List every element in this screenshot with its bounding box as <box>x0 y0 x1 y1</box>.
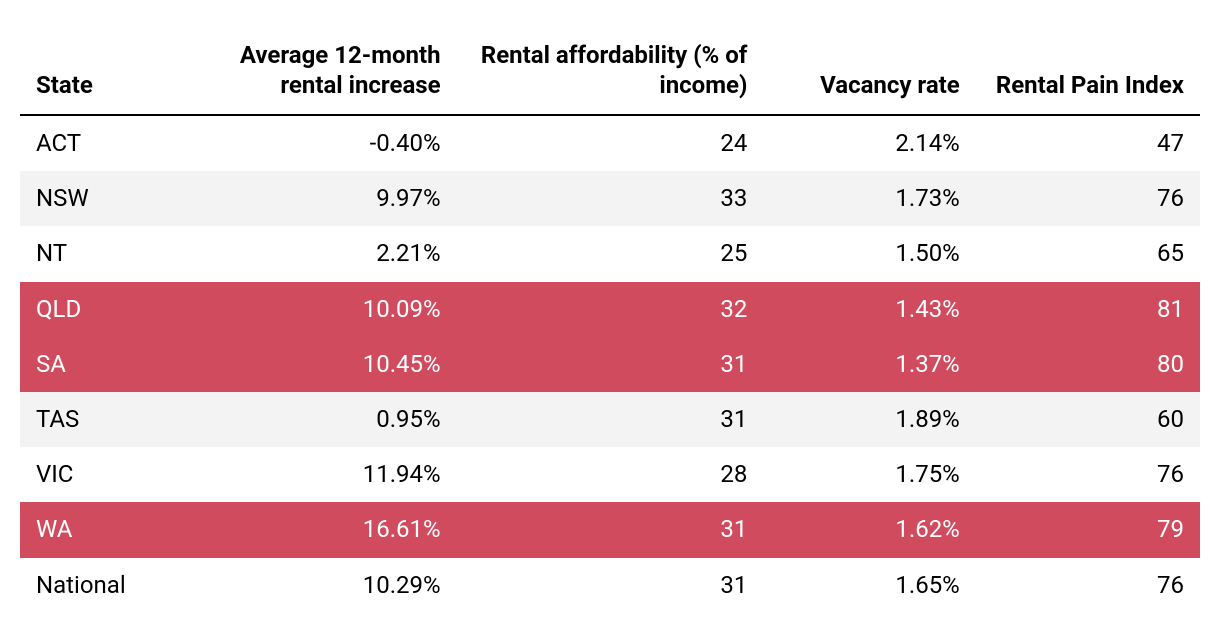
cell: 60 <box>976 392 1200 447</box>
cell: 1.75% <box>763 447 975 502</box>
cell: 32 <box>457 282 764 337</box>
col-header-vacancy: Vacancy rate <box>763 30 975 115</box>
cell: 76 <box>976 447 1200 502</box>
cell: 1.89% <box>763 392 975 447</box>
table-row: NT2.21%251.50%65 <box>20 226 1200 281</box>
cell: 1.43% <box>763 282 975 337</box>
cell: TAS <box>20 392 185 447</box>
cell: ACT <box>20 115 185 171</box>
cell: WA <box>20 502 185 557</box>
cell: NSW <box>20 171 185 226</box>
cell: 1.62% <box>763 502 975 557</box>
table-row: NSW9.97%331.73%76 <box>20 171 1200 226</box>
table-row: WA16.61%311.62%79 <box>20 502 1200 557</box>
cell: QLD <box>20 282 185 337</box>
cell: 9.97% <box>185 171 456 226</box>
cell: NT <box>20 226 185 281</box>
cell: 33 <box>457 171 764 226</box>
cell: 31 <box>457 392 764 447</box>
cell: 16.61% <box>185 502 456 557</box>
cell: 81 <box>976 282 1200 337</box>
cell: 31 <box>457 558 764 613</box>
cell: 25 <box>457 226 764 281</box>
table-row: QLD10.09%321.43%81 <box>20 282 1200 337</box>
col-header-state: State <box>20 30 185 115</box>
cell: 1.50% <box>763 226 975 281</box>
table-row: SA10.45%311.37%80 <box>20 337 1200 392</box>
cell: 1.65% <box>763 558 975 613</box>
cell: 10.45% <box>185 337 456 392</box>
cell: 76 <box>976 558 1200 613</box>
cell: 0.95% <box>185 392 456 447</box>
cell: 24 <box>457 115 764 171</box>
cell: 1.37% <box>763 337 975 392</box>
cell: National <box>20 558 185 613</box>
col-header-avg-increase: Average 12-month rental increase <box>185 30 456 115</box>
col-header-pain-index: Rental Pain Index <box>976 30 1200 115</box>
table-header-row: State Average 12-month rental increase R… <box>20 30 1200 115</box>
cell: 47 <box>976 115 1200 171</box>
cell: 79 <box>976 502 1200 557</box>
table-row: ACT-0.40%242.14%47 <box>20 115 1200 171</box>
rental-pain-table: State Average 12-month rental increase R… <box>20 30 1200 613</box>
cell: 76 <box>976 171 1200 226</box>
cell: 2.14% <box>763 115 975 171</box>
table-body: ACT-0.40%242.14%47NSW9.97%331.73%76NT2.2… <box>20 115 1200 613</box>
cell: 10.29% <box>185 558 456 613</box>
cell: 31 <box>457 502 764 557</box>
cell: 11.94% <box>185 447 456 502</box>
cell: 10.09% <box>185 282 456 337</box>
col-header-affordability: Rental affordability (% of income) <box>457 30 764 115</box>
cell: SA <box>20 337 185 392</box>
cell: 80 <box>976 337 1200 392</box>
cell: 2.21% <box>185 226 456 281</box>
cell: 28 <box>457 447 764 502</box>
cell: VIC <box>20 447 185 502</box>
table-row: National10.29%311.65%76 <box>20 558 1200 613</box>
table-row: TAS0.95%311.89%60 <box>20 392 1200 447</box>
cell: 31 <box>457 337 764 392</box>
cell: 1.73% <box>763 171 975 226</box>
table-row: VIC11.94%281.75%76 <box>20 447 1200 502</box>
cell: -0.40% <box>185 115 456 171</box>
cell: 65 <box>976 226 1200 281</box>
